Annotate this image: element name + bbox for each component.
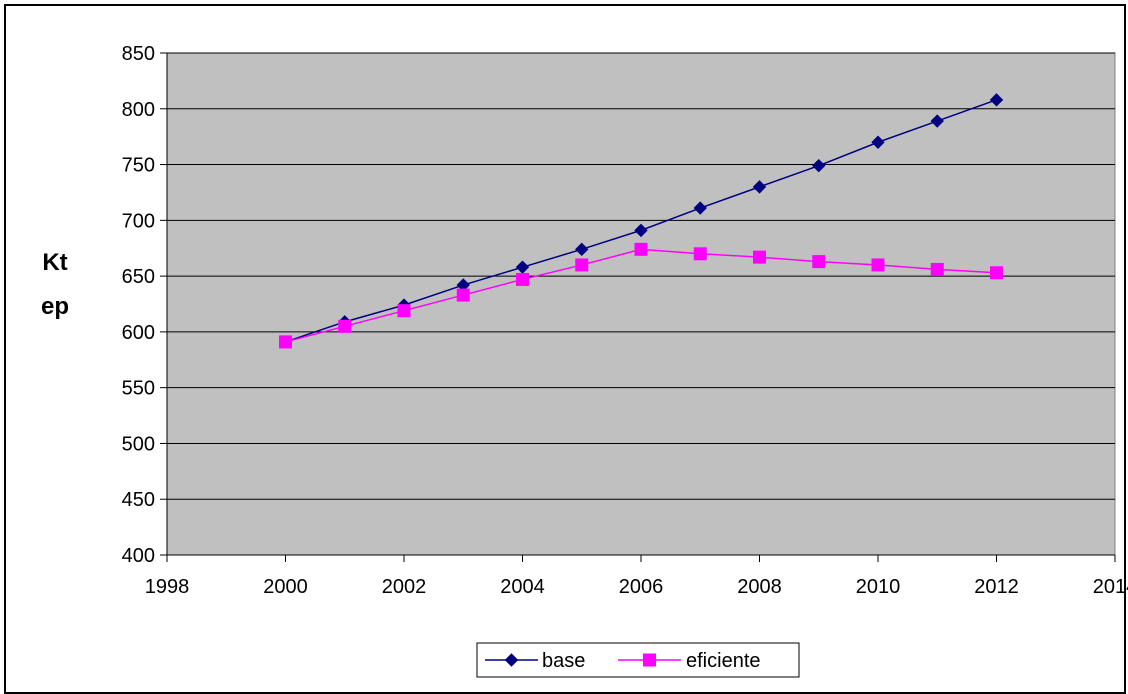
y-axis-label-line-1: Kt <box>42 249 67 276</box>
x-tick-label: 2014 <box>1093 576 1128 598</box>
y-axis-ticks: 400 450 500 550 600 650 700 750 800 850 <box>122 43 167 567</box>
y-tick-label: 650 <box>122 266 155 288</box>
legend-marker <box>643 653 656 667</box>
data-point-eficiente <box>753 250 766 264</box>
legend: base eficiente <box>476 642 800 678</box>
x-tick-label: 2004 <box>500 576 545 598</box>
data-point-base <box>693 201 707 215</box>
data-point-eficiente <box>990 266 1003 280</box>
y-tick-label: 600 <box>122 322 155 344</box>
data-point-base <box>812 158 826 173</box>
data-point-eficiente <box>930 262 944 276</box>
legend-marker <box>504 653 519 667</box>
data-point-eficiente <box>338 319 352 333</box>
data-point-eficiente <box>871 258 885 272</box>
x-tick-label: 2008 <box>737 576 782 598</box>
data-point-eficiente <box>812 255 826 269</box>
data-point-eficiente <box>575 258 589 272</box>
x-tick-label: 2012 <box>974 576 1019 598</box>
data-point-eficiente <box>397 304 411 318</box>
legend-item-eficiente: eficiente <box>618 650 761 672</box>
y-tick-label: 400 <box>122 545 155 567</box>
legend-label: base <box>542 650 585 672</box>
x-tick-label: 2000 <box>263 576 308 598</box>
data-point-base <box>634 223 648 238</box>
x-tick-label: 2002 <box>382 576 427 598</box>
y-tick-label: 800 <box>122 99 155 121</box>
legend-item-base: base <box>485 650 585 672</box>
x-tick-label: 2010 <box>856 576 901 598</box>
legend-label: eficiente <box>686 650 761 672</box>
plot-area <box>166 52 1116 556</box>
data-point-eficiente <box>279 335 292 349</box>
x-tick-label: 1998 <box>145 576 190 598</box>
y-axis-label-line-2: ep <box>41 293 69 320</box>
x-axis-ticks: 1998 2000 2002 2004 2006 2008 2010 2012 2014 <box>145 555 1128 598</box>
data-point-eficiente <box>634 242 648 256</box>
data-point-eficiente <box>456 288 470 302</box>
data-point-base <box>871 135 885 149</box>
data-point-base <box>575 242 589 257</box>
data-point-eficiente <box>516 272 529 286</box>
y-tick-label: 500 <box>122 433 155 455</box>
y-tick-label: 850 <box>122 43 155 65</box>
series-layer <box>278 93 1004 349</box>
series-eficiente <box>279 242 1003 349</box>
data-point-base <box>989 93 1004 107</box>
y-tick-label: 550 <box>122 378 155 400</box>
y-tick-label: 450 <box>122 489 155 511</box>
y-tick-label: 700 <box>122 210 155 232</box>
y-tick-label: 750 <box>122 155 155 177</box>
data-point-base <box>930 114 944 128</box>
x-tick-label: 2006 <box>619 576 664 598</box>
data-point-base <box>752 180 767 194</box>
data-point-eficiente <box>693 247 707 261</box>
